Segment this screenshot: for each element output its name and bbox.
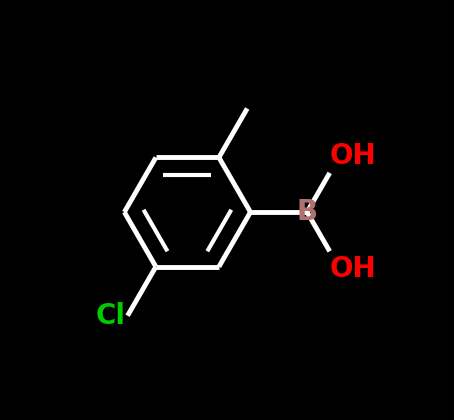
Text: OH: OH — [330, 142, 376, 170]
Text: Cl: Cl — [96, 302, 126, 330]
Text: B: B — [296, 198, 318, 226]
Text: OH: OH — [330, 255, 376, 283]
